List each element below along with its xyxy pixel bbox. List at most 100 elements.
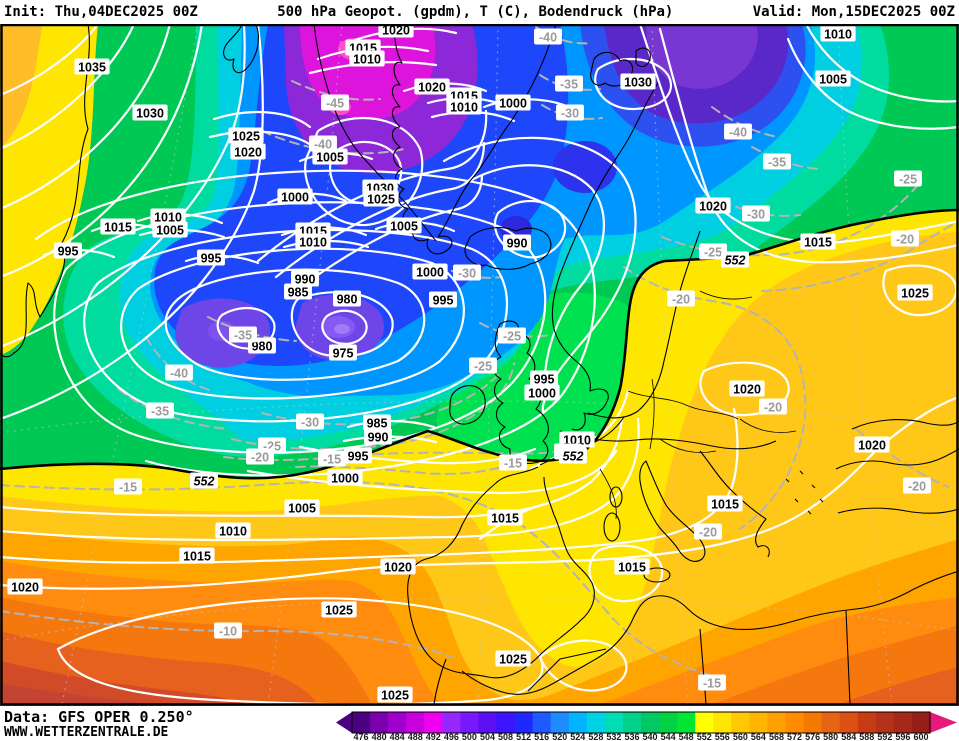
map-border — [0, 24, 959, 706]
colorbar-tick-label: 568 — [769, 732, 784, 741]
init-time: Init: Thu,04DEC2025 00Z — [4, 4, 198, 20]
pressure-label: 980 — [333, 290, 361, 307]
temperature-label: -30 — [742, 205, 770, 222]
colorbar-tick-label: 488 — [408, 732, 423, 741]
colorbar-tick-label: 528 — [588, 732, 603, 741]
colorbar-tick-label: 516 — [534, 732, 549, 741]
colorbar-segment — [911, 712, 931, 733]
colorbar-tick-label: 592 — [877, 732, 892, 741]
pressure-label: 1010 — [446, 98, 482, 115]
svg-text:1020: 1020 — [11, 581, 39, 595]
pressure-label: 1025 — [377, 686, 413, 703]
svg-text:1000: 1000 — [416, 266, 444, 280]
svg-text:1030: 1030 — [624, 76, 652, 90]
temperature-label: -20 — [903, 477, 931, 494]
temperature-label: -30 — [453, 264, 481, 281]
svg-text:995: 995 — [201, 252, 222, 266]
colorbar-tick-label: 484 — [390, 732, 405, 741]
colorbar-segment — [857, 712, 877, 733]
temperature-label: -15 — [499, 454, 527, 471]
colorbar-tick-label: 596 — [895, 732, 910, 741]
colorbar-tick-label: 556 — [715, 732, 730, 741]
colorbar-segment — [875, 712, 895, 733]
colorbar-segment — [695, 712, 714, 733]
colorbar-tick-label: 480 — [372, 732, 387, 741]
geopotential-label: 552 — [721, 251, 749, 268]
svg-text:552: 552 — [725, 254, 746, 268]
temperature-label: -40 — [724, 123, 752, 140]
geopotential-label: 552 — [559, 447, 587, 464]
chart-header: Init: Thu,04DEC2025 00Z 500 hPa Geopot. … — [0, 0, 959, 24]
svg-text:1020: 1020 — [733, 383, 761, 397]
weather-map: 1035 1030 1020 1015 1010 1025 1020 1020 1015 1010… — [0, 24, 959, 708]
pressure-label: 1015 — [707, 495, 743, 512]
pressure-label: 1030 — [132, 104, 168, 121]
colorbar-segment — [641, 712, 660, 733]
pressure-label: 1030 — [620, 73, 656, 90]
pressure-label: 995 — [429, 291, 457, 308]
pressure-label: 1015 — [100, 218, 136, 235]
colorbar-tick-label: 552 — [697, 732, 712, 741]
colorbar-segment — [785, 712, 805, 733]
colorbar-segment — [406, 712, 425, 733]
pressure-label: 1010 — [295, 233, 331, 250]
colorbar-tick-label: 512 — [516, 732, 531, 741]
svg-text:-35: -35 — [768, 156, 786, 170]
pressure-label: 1000 — [277, 188, 313, 205]
svg-text:1000: 1000 — [499, 97, 527, 111]
svg-text:1015: 1015 — [618, 561, 646, 575]
temperature-label: -25 — [469, 357, 497, 374]
colorbar-segment — [767, 712, 786, 733]
svg-text:1025: 1025 — [499, 653, 527, 667]
svg-text:1015: 1015 — [104, 221, 132, 235]
svg-text:-20: -20 — [699, 526, 717, 540]
pressure-label: 1025 — [228, 127, 264, 144]
pressure-label: 1005 — [815, 70, 851, 87]
colorbar-tick-label: 576 — [805, 732, 820, 741]
colorbar-segment — [803, 712, 823, 733]
colorbar-segment — [532, 712, 552, 733]
svg-text:1025: 1025 — [232, 130, 260, 144]
pressure-label: 1015 — [179, 547, 215, 564]
pressure-label: 1020 — [729, 380, 765, 397]
svg-text:990: 990 — [295, 273, 316, 287]
chart-footer: Data: GFS OPER 0.250° WWW.WETTERZENTRALE… — [0, 707, 959, 741]
svg-text:-25: -25 — [474, 360, 492, 374]
pressure-label: 1000 — [327, 469, 363, 486]
svg-text:1020: 1020 — [384, 561, 412, 575]
svg-text:1000: 1000 — [528, 387, 556, 401]
temperature-label: -20 — [759, 398, 787, 415]
colorbar-segment — [677, 712, 696, 733]
svg-text:995: 995 — [58, 245, 79, 259]
colorbar-segment — [586, 712, 606, 733]
pressure-label: 1025 — [363, 190, 399, 207]
svg-text:1015: 1015 — [711, 498, 739, 512]
colorbar-tick-label: 560 — [733, 732, 748, 741]
svg-text:-25: -25 — [503, 330, 521, 344]
svg-text:-20: -20 — [764, 401, 782, 415]
pressure-label: 1025 — [897, 284, 933, 301]
colorbar-left-arrow — [336, 712, 352, 733]
map-labels: 1035 1030 1020 1015 1010 1025 1020 1020 1015 1010… — [7, 24, 933, 703]
colorbar-tick-label: 504 — [480, 732, 495, 741]
colorbar-segment — [893, 712, 913, 733]
svg-text:1035: 1035 — [78, 61, 106, 75]
svg-text:1030: 1030 — [136, 107, 164, 121]
svg-text:-35: -35 — [234, 329, 252, 343]
pressure-label: 1005 — [312, 148, 348, 165]
svg-text:-40: -40 — [539, 31, 557, 45]
temperature-label: -25 — [894, 170, 922, 187]
colorbar-segment — [568, 712, 588, 733]
geopotential-fill-field — [0, 24, 959, 706]
colorbar-tick-label: 588 — [859, 732, 874, 741]
temperature-label: -20 — [246, 448, 274, 465]
temperature-label: -40 — [534, 28, 562, 45]
website-link: WWW.WETTERZENTRALE.DE — [4, 725, 169, 740]
svg-text:-25: -25 — [704, 246, 722, 260]
svg-text:1020: 1020 — [234, 146, 262, 160]
colorbar-segment — [478, 712, 497, 733]
svg-text:1020: 1020 — [418, 81, 446, 95]
svg-text:1005: 1005 — [288, 502, 316, 516]
colorbar-tick-label: 532 — [606, 732, 621, 741]
svg-text:-45: -45 — [326, 97, 344, 111]
